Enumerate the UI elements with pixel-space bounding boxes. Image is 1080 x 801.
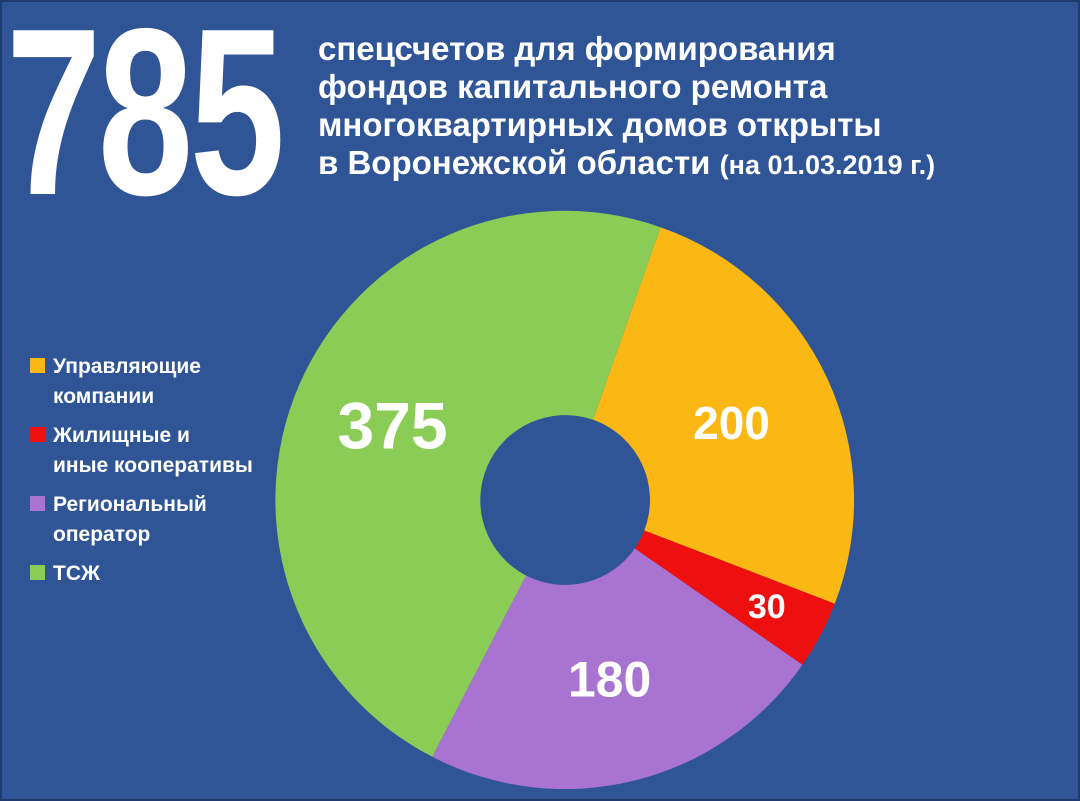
page-title: спецсчетов для формирования фондов капит… — [318, 30, 1068, 184]
legend-item-regional-operator: Региональный оператор — [30, 490, 270, 550]
title-date-note: (на 01.03.2019 г.) — [719, 150, 936, 180]
legend-label: Жилищные и иные кооперативы — [53, 424, 253, 477]
legend-label: Региональный оператор — [53, 493, 207, 546]
title-line-4-main: в Воронежской области — [318, 144, 711, 181]
legend-item-management-companies: Управляющие компании — [30, 352, 270, 412]
slice-value-label: 30 — [748, 588, 786, 626]
slice-value-label: 375 — [337, 389, 447, 463]
legend-item-housing-cooperatives: Жилищные и иные кооперативы — [30, 421, 270, 481]
big-number: 785 — [6, 0, 285, 245]
pie-slice-200 — [593, 227, 855, 604]
slice-value-label: 180 — [568, 652, 651, 708]
legend-swatch-purple — [30, 496, 45, 511]
legend-swatch-green — [30, 565, 45, 580]
pie-slice-30 — [634, 530, 835, 665]
title-line-1: спецсчетов для формирования — [318, 30, 836, 67]
legend-label: ТСЖ — [53, 562, 100, 585]
title-line-2: фондов капитального ремонта — [318, 68, 828, 105]
legend-item-tszh: ТСЖ — [30, 559, 270, 589]
legend-swatch-yellow — [30, 358, 45, 373]
pie-slice-375 — [275, 210, 661, 757]
pie-slice-180 — [432, 548, 803, 790]
title-line-4: в Воронежской области (на 01.03.2019 г.) — [318, 144, 1068, 184]
title-line-3: многоквартирных домов открыты — [318, 106, 882, 143]
chart-legend: Управляющие компании Жилищные и иные коо… — [30, 352, 270, 589]
legend-label: Управляющие компании — [53, 355, 201, 408]
legend-swatch-red — [30, 427, 45, 442]
slice-value-label: 200 — [693, 397, 770, 449]
